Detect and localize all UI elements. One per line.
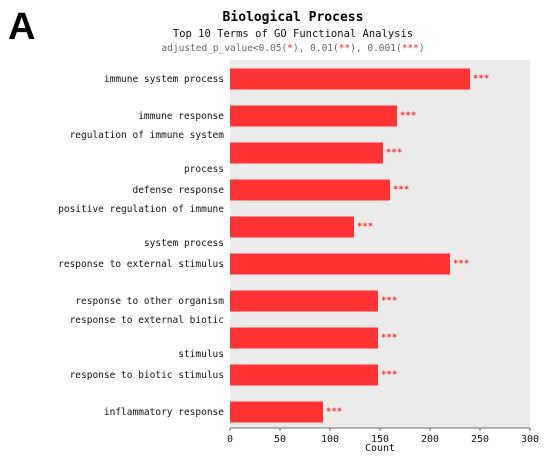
category-labels: immune system process immune response regu… xyxy=(58,74,224,418)
panel-label: A xyxy=(8,6,35,48)
category-label: defense response xyxy=(132,185,224,196)
category-label-continued: system process xyxy=(144,238,224,249)
significance-label: *** xyxy=(453,259,469,269)
category-label: immune response xyxy=(138,111,224,122)
chart-subtitle: Top 10 Terms of GO Functional Analysis xyxy=(173,28,413,40)
category-label: regulation of immune system xyxy=(70,130,225,141)
category-label-continued: process xyxy=(184,164,224,175)
chart-title: Biological Process xyxy=(223,10,364,25)
bar xyxy=(230,142,383,164)
category-label: inflammatory response xyxy=(104,407,224,418)
significance-label: *** xyxy=(357,222,373,232)
bar xyxy=(230,179,390,201)
x-tick-label: 100 xyxy=(321,434,339,445)
category-label: positive regulation of immune xyxy=(58,204,224,215)
bar xyxy=(230,364,378,386)
bar xyxy=(230,401,323,423)
bar xyxy=(230,105,397,127)
x-axis-title: Count xyxy=(365,443,395,454)
significance-label: *** xyxy=(381,370,397,380)
x-tick-label: 0 xyxy=(227,434,233,445)
bar xyxy=(230,216,354,238)
bars: *** *** *** *** *** *** *** *** *** *** xyxy=(230,68,489,423)
bar xyxy=(230,68,470,90)
significance-label: *** xyxy=(400,111,416,121)
significance-note: adjusted_p_value<0.05(*), 0.01(**), 0.00… xyxy=(161,43,424,54)
x-tick-label: 150 xyxy=(371,434,389,445)
category-label: response to other organism xyxy=(75,296,224,307)
category-label: response to external biotic xyxy=(70,315,224,326)
significance-label: *** xyxy=(393,185,409,195)
significance-label: *** xyxy=(381,296,397,306)
x-tick-label: 50 xyxy=(274,434,286,445)
bar xyxy=(230,290,378,312)
x-tick-label: 200 xyxy=(421,434,439,445)
bar xyxy=(230,327,378,349)
category-label: response to biotic stimulus xyxy=(70,370,224,381)
significance-label: *** xyxy=(381,333,397,343)
x-axis: 0 50 100 150 200 250 300 xyxy=(227,427,539,445)
bar xyxy=(230,253,450,275)
significance-label: *** xyxy=(473,74,489,84)
significance-label: *** xyxy=(386,148,402,158)
x-tick-label: 300 xyxy=(521,434,539,445)
x-tick-label: 250 xyxy=(471,434,489,445)
significance-label: *** xyxy=(326,407,342,417)
category-label: response to external stimulus xyxy=(58,259,224,270)
category-label-continued: stimulus xyxy=(178,349,224,360)
category-label: immune system process xyxy=(104,74,224,85)
